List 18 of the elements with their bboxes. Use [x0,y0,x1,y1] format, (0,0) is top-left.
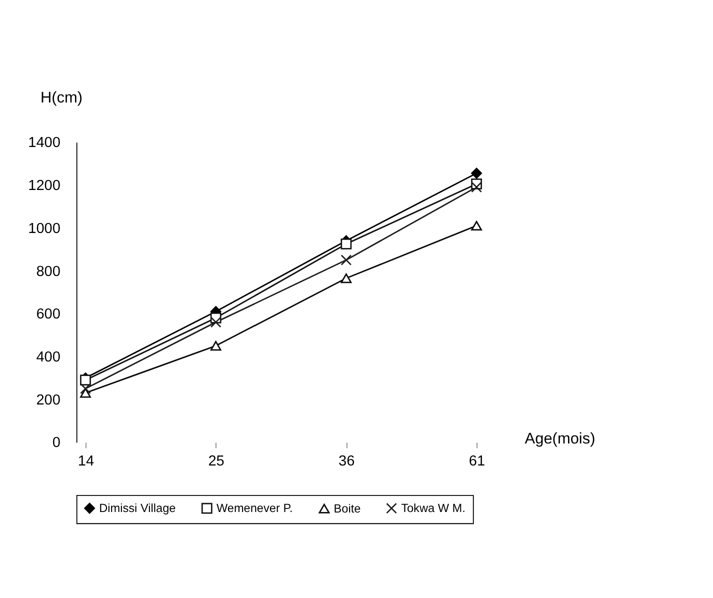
y-tick-label: 200 [36,392,60,408]
legend-label: Boite [334,501,362,516]
x-tick-label: 25 [208,453,224,470]
y-tick-label: 400 [36,349,60,366]
y-tick-label: 0 [52,435,60,452]
x-tick-label: 14 [78,453,94,470]
legend-label: Dimissi Village [99,500,176,515]
x-tick-label: 61 [468,453,486,470]
x-axis-title: Age(mois) [524,430,596,448]
x-tick-label: 36 [338,453,355,470]
legend-label: Wemenever P. [216,500,293,515]
y-tick-label: 1400 [28,135,60,152]
y-tick-label: 1000 [28,220,60,237]
y-tick-label: 1200 [28,178,60,194]
y-axis-title: H(cm) [40,90,83,107]
legend-label: Tokwa W M. [401,500,466,515]
y-tick-label: 600 [36,306,60,323]
y-tick-label: 800 [36,264,60,280]
